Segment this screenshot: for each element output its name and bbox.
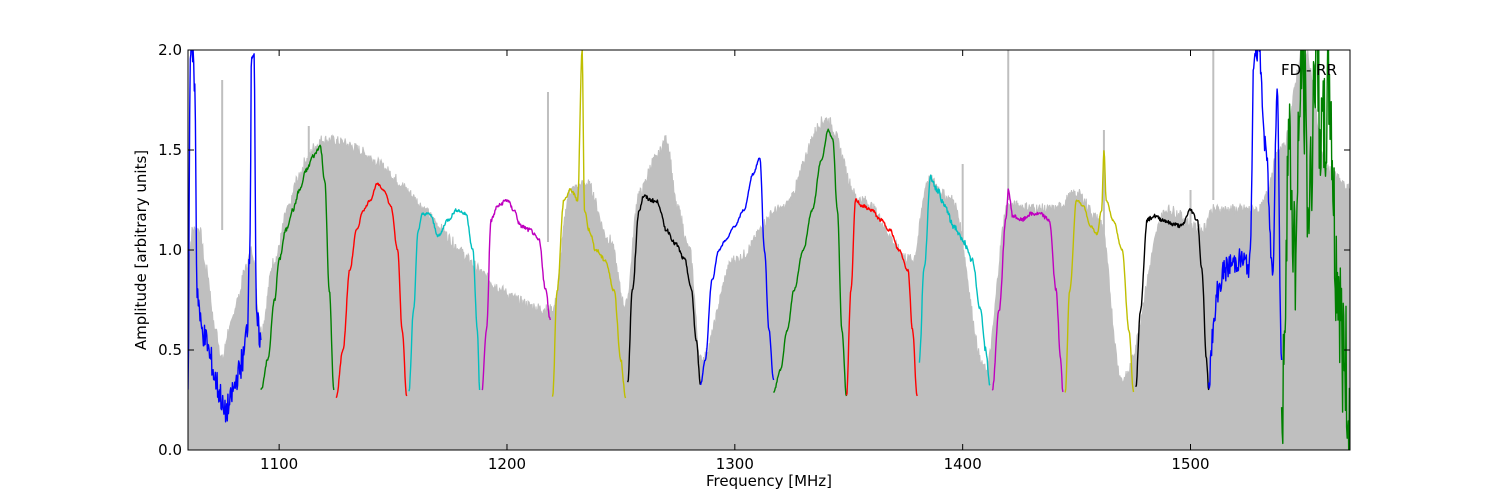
- series-line-12: [991, 188, 1064, 393]
- series-layer: [188, 50, 1350, 450]
- x-tick-label: 1300: [716, 455, 754, 473]
- series-line-1: [188, 50, 262, 423]
- x-tick-label: 1100: [260, 455, 298, 473]
- y-tick-label: 0.0: [158, 441, 182, 459]
- series-line-16: [1280, 50, 1350, 450]
- x-tick-label: 1500: [1171, 455, 1209, 473]
- series-line-10: [845, 198, 918, 397]
- series-line-11: [918, 174, 991, 386]
- y-tick-label: 1.0: [158, 241, 182, 259]
- series-line-9: [773, 128, 848, 397]
- series-line-4: [408, 208, 481, 392]
- x-tick-label: 1200: [488, 455, 526, 473]
- series-line-7: [627, 194, 701, 385]
- series-line-14: [1135, 208, 1210, 391]
- series-line-2: [260, 144, 335, 391]
- y-tick-label: 1.5: [158, 141, 182, 159]
- series-line-3: [335, 182, 408, 399]
- y-axis-label: Amplitude [arbitrary units]: [132, 150, 150, 350]
- series-line-13: [1064, 150, 1135, 393]
- x-axis-label: Frequency [MHz]: [706, 472, 832, 490]
- annotation-label: FD - RR: [1281, 61, 1337, 79]
- y-tick-label: 0.5: [158, 341, 182, 359]
- tick-layer: 1100 1200 1300 1400 1500 0.0 0.5 1.0 1.5 2.0: [158, 41, 1350, 473]
- x-tick-label: 1400: [944, 455, 982, 473]
- series-line-8: [699, 157, 775, 386]
- series-line-15: [1208, 50, 1283, 389]
- y-tick-label: 2.0: [158, 41, 182, 59]
- series-line-5: [481, 199, 551, 391]
- series-line-6: [551, 50, 627, 399]
